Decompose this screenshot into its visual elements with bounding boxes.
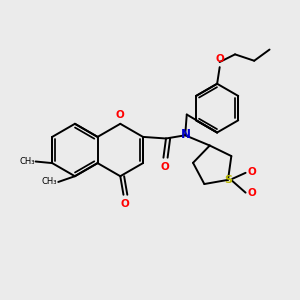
- Text: O: O: [248, 167, 256, 177]
- Text: O: O: [161, 161, 170, 172]
- Text: O: O: [248, 188, 256, 198]
- Text: O: O: [120, 199, 129, 208]
- Text: CH₃: CH₃: [42, 178, 57, 187]
- Text: O: O: [116, 110, 125, 120]
- Text: S: S: [225, 176, 232, 185]
- Text: O: O: [215, 54, 224, 64]
- Text: CH₃: CH₃: [19, 157, 34, 166]
- Text: N: N: [181, 128, 190, 142]
